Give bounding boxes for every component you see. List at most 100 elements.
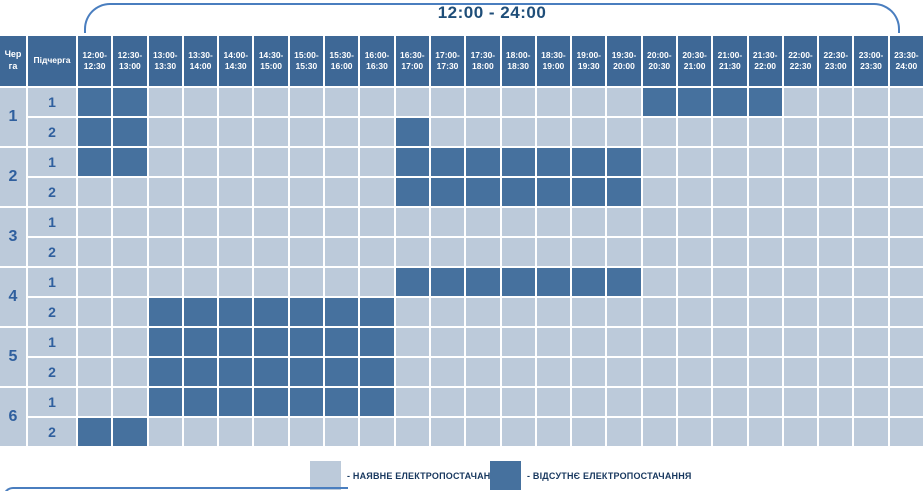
cell-power bbox=[642, 358, 676, 386]
slot-header: 22:30- 23:00 bbox=[819, 36, 853, 86]
cell-power bbox=[113, 268, 147, 296]
cell-power bbox=[148, 88, 182, 116]
queue-cell: 3 bbox=[0, 208, 26, 266]
cell-power bbox=[889, 328, 923, 356]
cell-power bbox=[783, 268, 818, 296]
cell-power bbox=[854, 418, 888, 446]
cell-power bbox=[889, 208, 923, 236]
cell-power bbox=[748, 268, 782, 296]
cell-power bbox=[572, 358, 606, 386]
subqueue-cell: 2 bbox=[28, 298, 76, 326]
queue-cell: 2 bbox=[0, 148, 26, 206]
legend: - НАЯВНЕ ЕЛЕКТРОПОСТАЧАННЯ - ВІДСУТНЄ ЕЛ… bbox=[0, 461, 923, 491]
cell-outage bbox=[78, 148, 112, 176]
cell-power bbox=[325, 238, 359, 266]
cell-power bbox=[254, 148, 288, 176]
queue-column-header: Черга bbox=[0, 36, 26, 86]
cell-power bbox=[889, 418, 923, 446]
cell-power bbox=[219, 238, 253, 266]
cell-power bbox=[430, 328, 465, 356]
cell-power bbox=[430, 358, 465, 386]
cell-power bbox=[113, 238, 147, 266]
cell-power bbox=[219, 178, 253, 206]
cell-power bbox=[501, 358, 535, 386]
cell-power bbox=[819, 388, 853, 416]
cell-outage bbox=[254, 388, 288, 416]
slot-header: 14:30- 15:00 bbox=[254, 36, 288, 86]
cell-outage bbox=[466, 148, 500, 176]
cell-outage bbox=[113, 148, 147, 176]
cell-outage bbox=[501, 148, 535, 176]
cell-power bbox=[78, 388, 112, 416]
cell-power bbox=[360, 208, 394, 236]
cell-outage bbox=[430, 268, 465, 296]
slot-header: 15:30- 16:00 bbox=[325, 36, 359, 86]
cell-power bbox=[113, 328, 147, 356]
cell-power bbox=[748, 148, 782, 176]
cell-power bbox=[430, 118, 465, 146]
cell-power bbox=[783, 118, 818, 146]
cell-outage bbox=[113, 418, 147, 446]
cell-power bbox=[783, 328, 818, 356]
cell-power bbox=[536, 328, 571, 356]
cell-power bbox=[854, 208, 888, 236]
cell-power bbox=[607, 208, 641, 236]
cell-outage bbox=[360, 388, 394, 416]
cell-power bbox=[360, 178, 394, 206]
subqueue-column-header: Підчерга bbox=[28, 36, 76, 86]
cell-outage bbox=[466, 268, 500, 296]
cell-power bbox=[819, 118, 853, 146]
cell-power bbox=[219, 268, 253, 296]
cell-power bbox=[536, 418, 571, 446]
cell-power bbox=[572, 418, 606, 446]
cell-outage bbox=[395, 178, 429, 206]
cell-power bbox=[748, 238, 782, 266]
queue-cell: 1 bbox=[0, 88, 26, 146]
cell-power bbox=[113, 358, 147, 386]
cell-power bbox=[889, 238, 923, 266]
cell-power bbox=[466, 418, 500, 446]
cell-outage bbox=[677, 88, 712, 116]
cell-power bbox=[536, 88, 571, 116]
subqueue-cell: 2 bbox=[28, 178, 76, 206]
cell-power bbox=[78, 268, 112, 296]
cell-power bbox=[572, 298, 606, 326]
cell-outage bbox=[183, 298, 218, 326]
slot-header: 12:30- 13:00 bbox=[113, 36, 147, 86]
cell-power bbox=[78, 358, 112, 386]
cell-power bbox=[395, 358, 429, 386]
cell-power bbox=[854, 238, 888, 266]
cell-power bbox=[536, 238, 571, 266]
cell-power bbox=[183, 208, 218, 236]
cell-power bbox=[289, 238, 324, 266]
cell-power bbox=[572, 118, 606, 146]
cell-outage bbox=[395, 268, 429, 296]
cell-power bbox=[148, 268, 182, 296]
cell-power bbox=[466, 88, 500, 116]
cell-outage bbox=[219, 298, 253, 326]
cell-power bbox=[642, 238, 676, 266]
cell-power bbox=[360, 118, 394, 146]
cell-outage bbox=[148, 388, 182, 416]
cell-power bbox=[748, 388, 782, 416]
slot-header: 19:30- 20:00 bbox=[607, 36, 641, 86]
cell-power bbox=[677, 328, 712, 356]
cell-power bbox=[536, 358, 571, 386]
cell-power bbox=[254, 118, 288, 146]
slot-header: 12:00- 12:30 bbox=[78, 36, 112, 86]
cell-outage bbox=[325, 328, 359, 356]
cell-power bbox=[607, 328, 641, 356]
cell-power bbox=[395, 418, 429, 446]
cell-power bbox=[748, 178, 782, 206]
cell-power bbox=[642, 388, 676, 416]
cell-power bbox=[360, 148, 394, 176]
queue-cell: 5 bbox=[0, 328, 26, 386]
cell-outage bbox=[254, 328, 288, 356]
cell-power bbox=[854, 358, 888, 386]
cell-power bbox=[501, 208, 535, 236]
cell-power bbox=[783, 298, 818, 326]
cell-power bbox=[713, 358, 747, 386]
cell-power bbox=[501, 298, 535, 326]
cell-power bbox=[607, 118, 641, 146]
subqueue-cell: 2 bbox=[28, 238, 76, 266]
